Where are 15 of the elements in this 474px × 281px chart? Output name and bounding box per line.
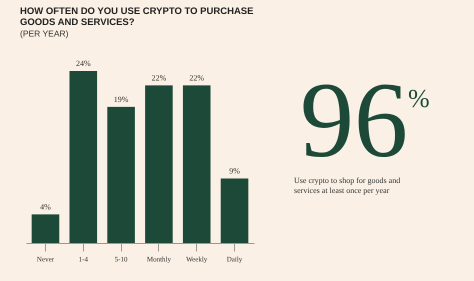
bar [145, 85, 173, 243]
bar [182, 85, 211, 243]
data-label: 24% [76, 59, 91, 68]
data-label: 9% [229, 166, 240, 176]
data-label: 19% [114, 94, 129, 104]
text: Use crypto to shop for goods and services at least once per year [294, 176, 400, 195]
data-label: 22% [189, 73, 204, 82]
bar [69, 71, 98, 243]
chart-subtitle: (PER YEAR) [20, 28, 69, 38]
data-label: 22% [152, 73, 167, 82]
bar [107, 106, 135, 243]
bar [32, 214, 60, 243]
data-label: 4% [40, 202, 52, 212]
chart-title: HOW OFTEN DO YOU USE CRYPTO TO PURCHASE GOODS AND SERVICES? [20, 6, 254, 28]
bar [220, 178, 248, 243]
